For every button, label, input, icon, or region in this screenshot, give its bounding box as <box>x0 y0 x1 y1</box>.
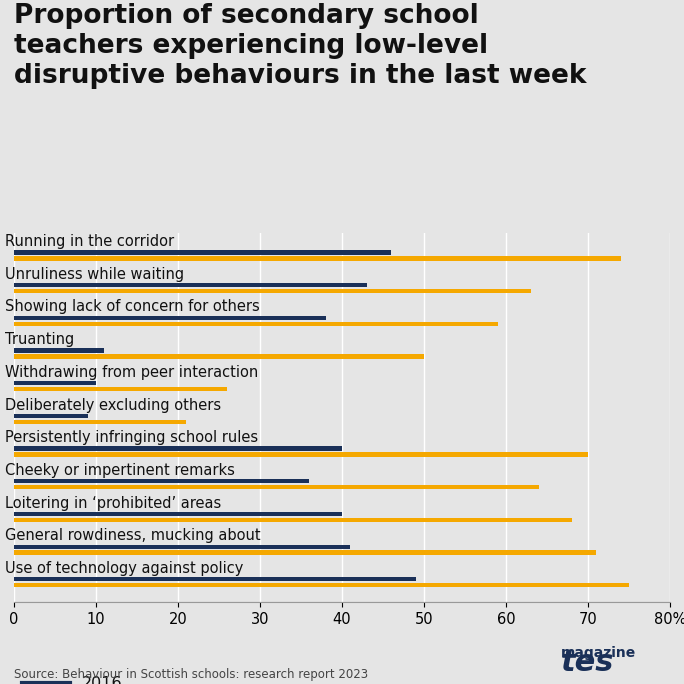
Bar <box>14 447 342 451</box>
Bar <box>14 420 186 424</box>
Text: Showing lack of concern for others: Showing lack of concern for others <box>5 300 260 315</box>
Text: Persistently infringing school rules: Persistently infringing school rules <box>5 430 259 445</box>
Bar <box>14 250 391 254</box>
Bar <box>14 485 539 489</box>
Bar <box>14 256 621 261</box>
Bar <box>14 289 531 293</box>
Text: Cheeky or impertinent remarks: Cheeky or impertinent remarks <box>5 463 235 478</box>
Text: Withdrawing from peer interaction: Withdrawing from peer interaction <box>5 365 259 380</box>
Text: Proportion of secondary school
teachers experiencing low-level
disruptive behavi: Proportion of secondary school teachers … <box>14 3 586 90</box>
Bar <box>14 512 342 516</box>
Bar <box>14 348 104 353</box>
Bar <box>14 381 96 385</box>
Bar <box>14 577 416 581</box>
Text: General rowdiness, mucking about: General rowdiness, mucking about <box>5 528 261 543</box>
Text: Unruliness while waiting: Unruliness while waiting <box>5 267 185 282</box>
Text: Use of technology against policy: Use of technology against policy <box>5 561 244 576</box>
Bar <box>14 583 629 588</box>
Text: Truanting: Truanting <box>5 332 75 347</box>
Bar <box>14 316 326 320</box>
Text: Running in the corridor: Running in the corridor <box>5 234 174 249</box>
Bar <box>14 551 596 555</box>
Text: magazine: magazine <box>561 646 636 660</box>
Bar <box>14 387 227 391</box>
Legend: 2016, 2023: 2016, 2023 <box>22 676 123 684</box>
Text: Source: Behaviour in Scottish schools: research report 2023: Source: Behaviour in Scottish schools: r… <box>14 668 368 681</box>
Bar <box>14 452 588 457</box>
Bar <box>14 544 350 549</box>
Bar <box>14 354 424 358</box>
Text: Loitering in ‘prohibited’ areas: Loitering in ‘prohibited’ areas <box>5 496 222 510</box>
Bar <box>14 479 309 484</box>
Bar <box>14 283 367 287</box>
Text: Deliberately excluding others: Deliberately excluding others <box>5 397 222 412</box>
Bar <box>14 518 572 522</box>
Bar <box>14 414 88 418</box>
Text: tes: tes <box>561 648 614 677</box>
Bar <box>14 321 498 326</box>
